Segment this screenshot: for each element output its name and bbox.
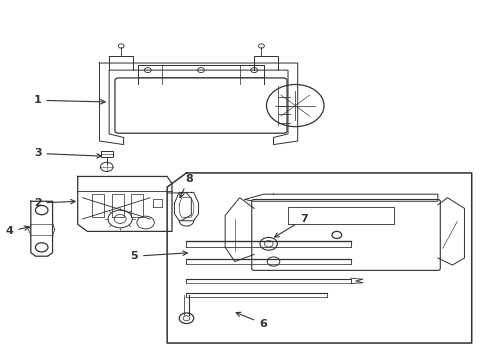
Text: 7: 7 [274,214,307,237]
Text: 2: 2 [34,198,75,208]
Text: 4: 4 [5,226,29,237]
Bar [101,151,112,157]
Bar [111,194,123,217]
Text: 1: 1 [34,95,105,105]
Bar [92,194,104,217]
Text: 5: 5 [130,251,187,261]
Text: 8: 8 [180,174,192,198]
Text: 3: 3 [34,148,101,158]
Bar [131,194,142,217]
Text: 6: 6 [236,312,266,329]
